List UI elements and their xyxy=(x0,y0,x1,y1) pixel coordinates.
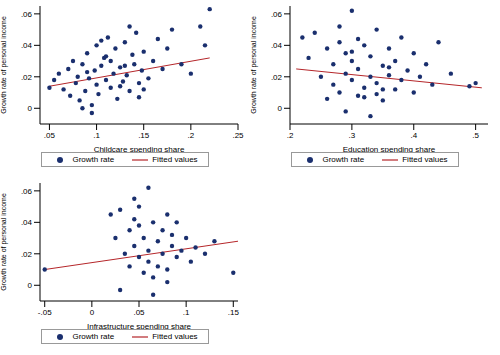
svg-text:.1: .1 xyxy=(183,308,190,317)
svg-text:.15: .15 xyxy=(138,131,150,140)
svg-text:.06: .06 xyxy=(271,10,283,19)
svg-text:Growth rate of personal income: Growth rate of personal income xyxy=(250,16,258,114)
svg-text:Education spending share: Education spending share xyxy=(343,145,436,152)
svg-text:.05: .05 xyxy=(133,308,145,317)
svg-text:.4: .4 xyxy=(410,131,417,140)
svg-text:Childcare spending share: Childcare spending share xyxy=(94,145,185,152)
html-text:Growth rate: Growth rate xyxy=(72,155,115,164)
svg-text:.25: .25 xyxy=(232,131,244,140)
svg-text:.3: .3 xyxy=(349,131,356,140)
svg-text:.2: .2 xyxy=(188,131,195,140)
svg-text:.1: .1 xyxy=(93,131,100,140)
svg-text:0: 0 xyxy=(28,281,33,290)
svg-text:.2: .2 xyxy=(287,131,294,140)
svg-text:.04: .04 xyxy=(271,41,283,50)
html-text:Growth rate: Growth rate xyxy=(322,155,365,164)
html-text:Growth rate: Growth rate xyxy=(72,332,115,341)
svg-text:.05: .05 xyxy=(44,131,56,140)
svg-text:.06: .06 xyxy=(21,187,33,196)
svg-text:Growth rate of personal income: Growth rate of personal income xyxy=(8,16,9,114)
svg-text:.06: .06 xyxy=(21,10,33,19)
svg-text:0: 0 xyxy=(90,308,95,317)
svg-text:Infrastructure spending share: Infrastructure spending share xyxy=(87,322,192,329)
svg-text:.02: .02 xyxy=(21,73,33,82)
svg-text:.15: .15 xyxy=(228,308,240,317)
svg-text:0: 0 xyxy=(28,104,33,113)
html-text:Fitted values: Fitted values xyxy=(152,332,198,341)
svg-text:.5: .5 xyxy=(472,131,479,140)
html-text:Fitted values: Fitted values xyxy=(152,155,198,164)
svg-text:.04: .04 xyxy=(21,218,33,227)
svg-text:.02: .02 xyxy=(21,250,33,259)
svg-text:0: 0 xyxy=(278,104,283,113)
html-text:Fitted values: Fitted values xyxy=(402,155,448,164)
svg-text:-.05: -.05 xyxy=(38,308,52,317)
svg-text:.04: .04 xyxy=(21,41,33,50)
svg-text:Growth rate of personal income: Growth rate of personal income xyxy=(8,193,9,291)
svg-text:.02: .02 xyxy=(271,73,283,82)
